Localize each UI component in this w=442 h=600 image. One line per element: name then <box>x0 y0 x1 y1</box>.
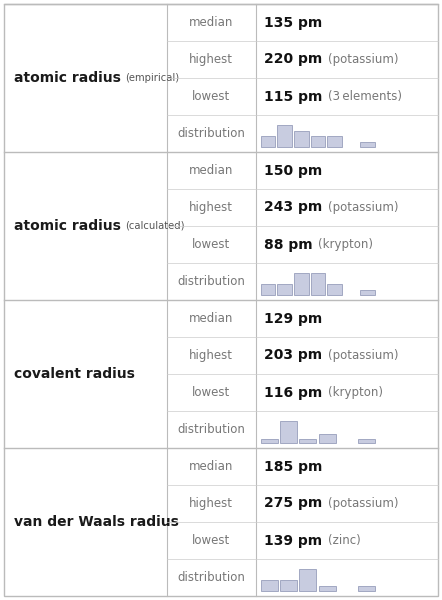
Text: 203 pm: 203 pm <box>264 349 322 362</box>
Text: distribution: distribution <box>177 571 245 584</box>
Text: atomic radius: atomic radius <box>14 71 121 85</box>
Text: 243 pm: 243 pm <box>264 200 322 214</box>
Bar <box>277 284 292 295</box>
Text: 150 pm: 150 pm <box>264 163 322 178</box>
Text: 115 pm: 115 pm <box>264 89 322 103</box>
Text: (krypton): (krypton) <box>318 238 373 251</box>
Text: 139 pm: 139 pm <box>264 533 322 547</box>
Bar <box>360 290 375 295</box>
Text: (potassium): (potassium) <box>328 497 399 510</box>
Text: highest: highest <box>189 53 233 66</box>
Bar <box>261 439 278 443</box>
Bar <box>311 274 325 295</box>
Text: covalent radius: covalent radius <box>14 367 135 381</box>
Bar <box>360 142 375 147</box>
Text: median: median <box>189 164 233 177</box>
Text: 129 pm: 129 pm <box>264 311 322 325</box>
Text: distribution: distribution <box>177 127 245 140</box>
Text: median: median <box>189 16 233 29</box>
Bar <box>327 136 342 147</box>
Text: (potassium): (potassium) <box>328 201 399 214</box>
Text: 185 pm: 185 pm <box>264 460 322 473</box>
Text: van der Waals radius: van der Waals radius <box>14 515 179 529</box>
Text: (empirical): (empirical) <box>125 73 179 83</box>
Text: distribution: distribution <box>177 275 245 288</box>
Bar <box>280 421 297 443</box>
Text: distribution: distribution <box>177 423 245 436</box>
Text: highest: highest <box>189 497 233 510</box>
Bar <box>299 569 316 591</box>
Text: (zinc): (zinc) <box>328 534 361 547</box>
Bar <box>294 131 309 147</box>
Text: highest: highest <box>189 349 233 362</box>
Text: 116 pm: 116 pm <box>264 385 322 400</box>
Text: 135 pm: 135 pm <box>264 16 322 29</box>
Text: 88 pm: 88 pm <box>264 238 312 251</box>
Bar <box>319 586 336 591</box>
Text: highest: highest <box>189 201 233 214</box>
Bar <box>358 439 375 443</box>
Text: median: median <box>189 312 233 325</box>
Text: lowest: lowest <box>192 238 230 251</box>
Text: median: median <box>189 460 233 473</box>
Bar <box>299 439 316 443</box>
Text: (calculated): (calculated) <box>125 221 184 231</box>
Bar <box>311 136 325 147</box>
Text: (krypton): (krypton) <box>328 386 383 399</box>
Bar <box>327 284 342 295</box>
Bar <box>277 125 292 147</box>
Text: lowest: lowest <box>192 534 230 547</box>
Text: 220 pm: 220 pm <box>264 52 322 67</box>
Bar <box>319 434 336 443</box>
Text: lowest: lowest <box>192 386 230 399</box>
Bar <box>358 586 375 591</box>
Text: lowest: lowest <box>192 90 230 103</box>
Text: (potassium): (potassium) <box>328 53 399 66</box>
Bar <box>294 274 309 295</box>
Text: atomic radius: atomic radius <box>14 219 121 233</box>
Bar <box>261 136 275 147</box>
Bar <box>261 580 278 591</box>
Bar <box>280 580 297 591</box>
Text: (3 elements): (3 elements) <box>328 90 402 103</box>
Text: (potassium): (potassium) <box>328 349 398 362</box>
Bar <box>261 284 275 295</box>
Text: 275 pm: 275 pm <box>264 497 322 511</box>
